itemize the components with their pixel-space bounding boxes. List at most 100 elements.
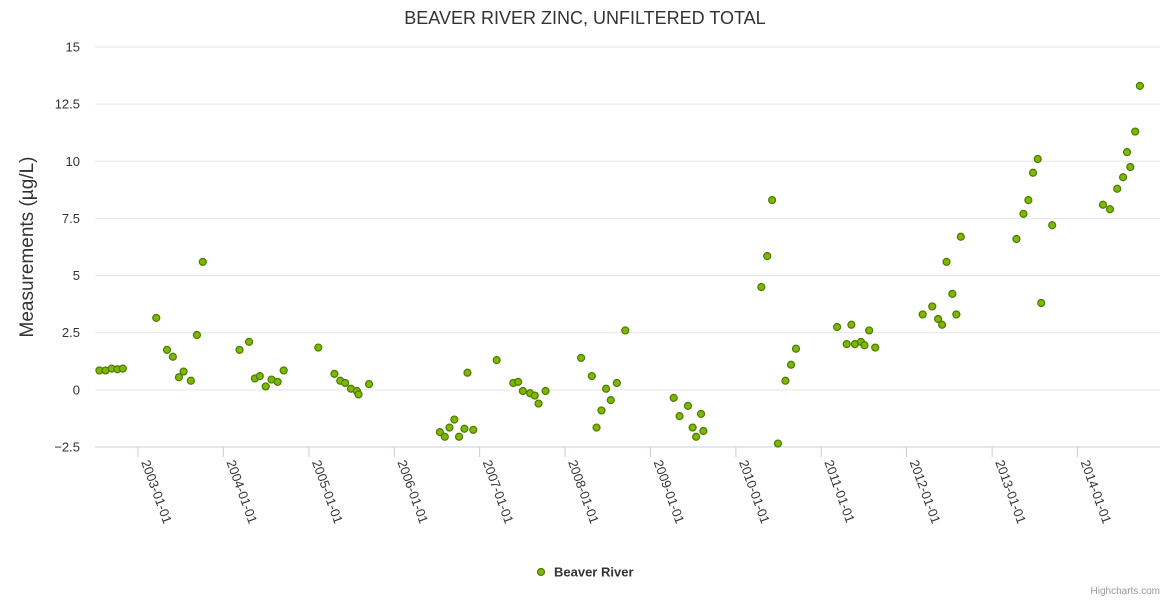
data-point[interactable] bbox=[833, 322, 842, 332]
data-point[interactable] bbox=[842, 340, 851, 349]
data-point[interactable] bbox=[354, 390, 363, 399]
data-point[interactable] bbox=[454, 432, 464, 441]
data-point[interactable] bbox=[534, 399, 543, 408]
x-tick-label: 2003-01-01 bbox=[138, 458, 175, 526]
data-point[interactable] bbox=[1126, 162, 1135, 172]
y-tick-label: 2.5 bbox=[62, 325, 80, 340]
data-point[interactable] bbox=[847, 320, 856, 329]
data-point[interactable] bbox=[675, 412, 684, 421]
data-point[interactable] bbox=[669, 393, 678, 402]
data-point[interactable] bbox=[273, 377, 282, 386]
data-point[interactable] bbox=[450, 415, 459, 424]
data-point[interactable] bbox=[1028, 168, 1038, 177]
data-point[interactable] bbox=[606, 396, 615, 405]
data-point[interactable] bbox=[871, 343, 880, 352]
data-point[interactable] bbox=[118, 364, 127, 373]
data-point[interactable] bbox=[1131, 127, 1140, 136]
data-point[interactable] bbox=[1098, 200, 1108, 209]
data-point[interactable] bbox=[179, 367, 188, 376]
data-point[interactable] bbox=[469, 425, 478, 434]
data-point[interactable] bbox=[1105, 205, 1115, 214]
data-point[interactable] bbox=[1118, 173, 1128, 182]
data-point[interactable] bbox=[279, 366, 288, 375]
data-point[interactable] bbox=[261, 382, 270, 391]
data-point[interactable] bbox=[942, 257, 951, 266]
data-point[interactable] bbox=[791, 344, 801, 353]
data-point[interactable] bbox=[492, 356, 501, 365]
data-point[interactable] bbox=[341, 378, 350, 388]
data-point[interactable] bbox=[192, 330, 202, 340]
data-point[interactable] bbox=[763, 252, 772, 261]
x-tick-label: 2006-01-01 bbox=[394, 458, 431, 526]
data-point[interactable] bbox=[928, 302, 937, 311]
data-point[interactable] bbox=[699, 426, 708, 436]
y-tick-label: 0 bbox=[73, 382, 80, 397]
credits-link[interactable]: Highcharts.com bbox=[1091, 586, 1160, 597]
data-point[interactable] bbox=[460, 424, 469, 433]
data-point[interactable] bbox=[688, 423, 697, 432]
data-point[interactable] bbox=[514, 377, 523, 386]
data-point[interactable] bbox=[235, 345, 244, 354]
y-tick-label: −2.5 bbox=[54, 440, 80, 455]
data-point[interactable] bbox=[621, 326, 630, 335]
data-point[interactable] bbox=[768, 196, 777, 205]
data-point[interactable] bbox=[683, 401, 693, 410]
legend[interactable]: Beaver River bbox=[536, 565, 634, 580]
data-point[interactable] bbox=[330, 369, 339, 378]
data-point[interactable] bbox=[541, 386, 550, 396]
data-point[interactable] bbox=[162, 345, 172, 354]
data-point[interactable] bbox=[1012, 234, 1021, 244]
data-point[interactable] bbox=[152, 313, 161, 322]
data-point[interactable] bbox=[1024, 196, 1033, 205]
data-point[interactable] bbox=[440, 432, 449, 441]
data-point[interactable] bbox=[445, 423, 454, 432]
data-point[interactable] bbox=[174, 373, 184, 382]
x-tick-label: 2004-01-01 bbox=[224, 458, 261, 526]
data-point[interactable] bbox=[948, 289, 957, 298]
data-point[interactable] bbox=[1048, 221, 1057, 230]
y-tick-label: 7.5 bbox=[62, 211, 80, 226]
data-point[interactable] bbox=[587, 372, 596, 381]
data-point[interactable] bbox=[518, 386, 527, 396]
data-point[interactable] bbox=[364, 380, 374, 389]
data-point[interactable] bbox=[781, 376, 790, 385]
data-point[interactable] bbox=[168, 352, 177, 361]
x-tick-label: 2007-01-01 bbox=[480, 458, 517, 526]
y-tick-label: 5 bbox=[73, 268, 80, 283]
data-point[interactable] bbox=[773, 439, 783, 448]
data-point[interactable] bbox=[952, 310, 961, 319]
data-point[interactable] bbox=[937, 320, 947, 329]
data-point[interactable] bbox=[592, 423, 601, 432]
data-point[interactable] bbox=[696, 409, 706, 418]
data-point[interactable] bbox=[576, 353, 586, 362]
data-point[interactable] bbox=[692, 432, 701, 441]
legend-label[interactable]: Beaver River bbox=[554, 565, 634, 580]
y-tick-label: 15 bbox=[66, 40, 80, 55]
data-points bbox=[95, 81, 1144, 448]
data-point[interactable] bbox=[530, 391, 539, 400]
data-point[interactable] bbox=[186, 376, 195, 385]
data-point[interactable] bbox=[918, 310, 927, 319]
data-point[interactable] bbox=[1113, 184, 1122, 193]
data-point[interactable] bbox=[602, 384, 611, 393]
data-point[interactable] bbox=[435, 428, 444, 437]
data-point[interactable] bbox=[1122, 148, 1132, 157]
data-point[interactable] bbox=[612, 378, 621, 388]
data-point[interactable] bbox=[786, 360, 796, 369]
data-point[interactable] bbox=[1019, 209, 1028, 218]
data-point[interactable] bbox=[255, 372, 264, 381]
data-point[interactable] bbox=[757, 282, 766, 292]
data-point[interactable] bbox=[956, 232, 965, 241]
data-point[interactable] bbox=[597, 406, 606, 415]
data-point[interactable] bbox=[934, 314, 943, 324]
data-point[interactable] bbox=[1037, 298, 1046, 308]
data-point[interactable] bbox=[314, 343, 323, 352]
data-point[interactable] bbox=[244, 337, 254, 346]
data-point[interactable] bbox=[1033, 154, 1042, 164]
data-point[interactable] bbox=[865, 326, 874, 335]
grid-lines bbox=[95, 46, 1160, 448]
data-point[interactable] bbox=[1135, 81, 1144, 90]
data-point[interactable] bbox=[463, 368, 472, 377]
data-point[interactable] bbox=[860, 341, 869, 350]
data-point[interactable] bbox=[198, 257, 207, 266]
